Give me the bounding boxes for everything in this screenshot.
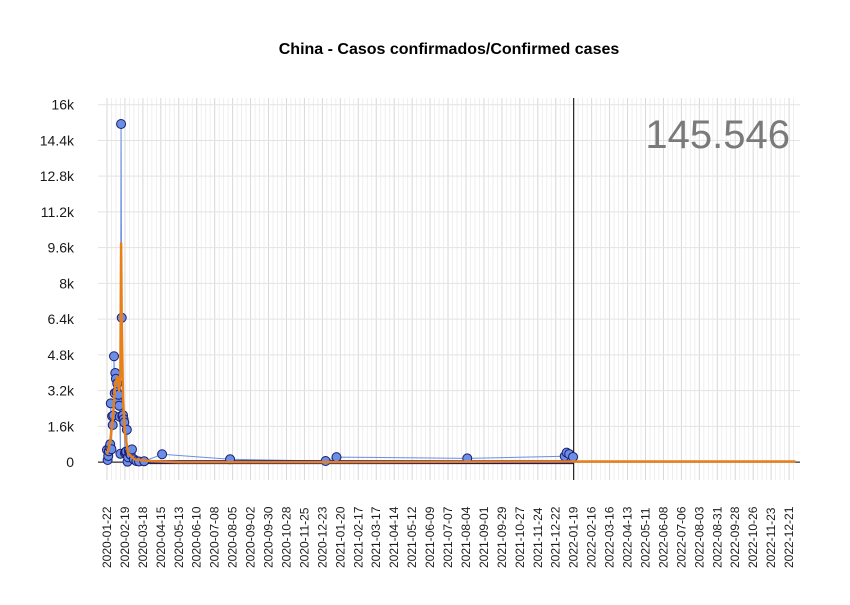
x-tick-label: 2020-10-28: [279, 506, 293, 568]
data-point: [331, 452, 342, 463]
x-tick-label: 2021-08-04: [459, 506, 473, 568]
x-tick-label: 2020-02-19: [118, 506, 132, 568]
x-tick-label: 2020-01-22: [100, 506, 114, 568]
grid-layer: [98, 98, 800, 480]
x-tick-label: 2020-06-10: [190, 506, 204, 568]
ticklabel-layer: 0 1.6k 3.2k 4.8k 6.4k 8k 9.6k 11.2k 12.8k 14.4k 16…: [40, 97, 796, 568]
x-tick-label: 2022-08-03: [692, 506, 706, 568]
x-tick-label: 2022-05-11: [638, 507, 652, 568]
x-tick-label: 2021-02-17: [351, 506, 365, 568]
x-tick-label: 2020-09-30: [262, 506, 276, 568]
y-tick-label: 1.6k: [48, 418, 75, 434]
x-tick-label: 2020-11-25: [297, 507, 311, 568]
y-tick-label: 4.8k: [48, 347, 75, 363]
data-point: [568, 451, 579, 462]
x-tick-label: 2021-01-20: [333, 506, 347, 568]
trend-line: [105, 241, 796, 464]
x-tick-label: 2021-11-24: [531, 507, 545, 568]
x-tick-label: 2020-08-05: [226, 506, 240, 568]
x-tick-label: 2022-03-16: [603, 506, 617, 568]
x-tick-label: 2021-05-12: [405, 506, 419, 568]
total-cases-label: 145.546: [645, 113, 790, 157]
x-tick-label: 2022-02-16: [585, 506, 599, 568]
y-tick-label: 12.8k: [40, 168, 75, 184]
x-tick-label: 2022-07-06: [674, 506, 688, 568]
y-tick-label: 6.4k: [48, 311, 75, 327]
x-tick-label: 2020-07-08: [208, 506, 222, 568]
x-tick-label: 2020-03-18: [136, 506, 150, 568]
y-tick-label: 0: [66, 454, 74, 470]
x-tick-label: 2020-09-02: [244, 506, 258, 568]
y-tick-label: 8k: [59, 275, 75, 291]
x-tick-label: 2021-09-29: [495, 506, 509, 568]
x-tick-label: 2021-10-27: [513, 506, 527, 568]
y-tick-label: 9.6k: [48, 240, 75, 256]
x-tick-label: 2020-05-13: [172, 506, 186, 568]
x-tick-label: 2021-07-07: [441, 506, 455, 568]
x-tick-label: 2022-12-21: [782, 506, 796, 568]
x-tick-label: 2021-06-09: [423, 506, 437, 568]
data-point: [157, 449, 168, 460]
x-tick-label: 2021-04-14: [387, 506, 401, 568]
x-tick-label: 2021-03-17: [369, 506, 383, 568]
data-point: [116, 119, 127, 130]
points-layer: [101, 119, 796, 467]
x-tick-label: 2022-09-28: [728, 506, 742, 568]
x-tick-label: 2022-10-26: [746, 506, 760, 568]
x-tick-label: 2022-06-08: [656, 506, 670, 568]
x-tick-label: 2021-09-01: [477, 506, 491, 568]
x-tick-label: 2022-04-13: [621, 506, 635, 568]
data-point: [109, 351, 120, 362]
x-tick-label: 2022-01-19: [567, 506, 581, 568]
y-tick-label: 11.2k: [41, 204, 75, 220]
y-tick-label: 16k: [51, 97, 75, 113]
y-tick-label: 14.4k: [40, 132, 75, 148]
y-tick-label: 3.2k: [48, 383, 75, 399]
x-tick-label: 2021-12-22: [549, 506, 563, 568]
chart-title: China - Casos confirmados/Confirmed case…: [279, 41, 620, 58]
x-tick-label: 2020-04-15: [154, 506, 168, 568]
x-tick-label: 2022-11-23: [764, 507, 778, 568]
x-tick-label: 2022-08-31: [710, 506, 724, 568]
x-tick-label: 2020-12-23: [315, 506, 329, 568]
